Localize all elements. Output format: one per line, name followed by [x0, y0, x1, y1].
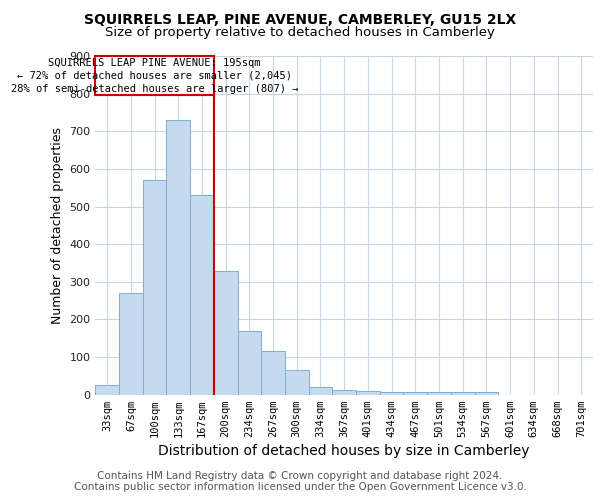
Text: ← 72% of detached houses are smaller (2,045): ← 72% of detached houses are smaller (2,… — [17, 70, 292, 81]
Bar — [475, 392, 498, 395]
Bar — [356, 391, 380, 395]
Y-axis label: Number of detached properties: Number of detached properties — [51, 127, 64, 324]
Bar — [380, 392, 403, 395]
Bar — [332, 390, 356, 395]
Bar — [95, 386, 119, 395]
Bar — [261, 352, 285, 395]
X-axis label: Distribution of detached houses by size in Camberley: Distribution of detached houses by size … — [158, 444, 530, 458]
Bar — [285, 370, 308, 395]
Bar — [119, 293, 143, 395]
Bar — [190, 195, 214, 395]
Bar — [403, 392, 427, 395]
Bar — [427, 392, 451, 395]
Bar — [143, 180, 166, 395]
Text: Size of property relative to detached houses in Camberley: Size of property relative to detached ho… — [105, 26, 495, 39]
Text: SQUIRRELS LEAP PINE AVENUE: 195sqm: SQUIRRELS LEAP PINE AVENUE: 195sqm — [49, 58, 261, 68]
Bar — [166, 120, 190, 395]
Text: 28% of semi-detached houses are larger (807) →: 28% of semi-detached houses are larger (… — [11, 84, 298, 94]
Bar — [214, 270, 238, 395]
FancyBboxPatch shape — [95, 56, 214, 96]
Text: Contains HM Land Registry data © Crown copyright and database right 2024.
Contai: Contains HM Land Registry data © Crown c… — [74, 471, 526, 492]
Bar — [308, 387, 332, 395]
Bar — [451, 392, 475, 395]
Text: SQUIRRELS LEAP, PINE AVENUE, CAMBERLEY, GU15 2LX: SQUIRRELS LEAP, PINE AVENUE, CAMBERLEY, … — [84, 12, 516, 26]
Bar — [238, 331, 261, 395]
